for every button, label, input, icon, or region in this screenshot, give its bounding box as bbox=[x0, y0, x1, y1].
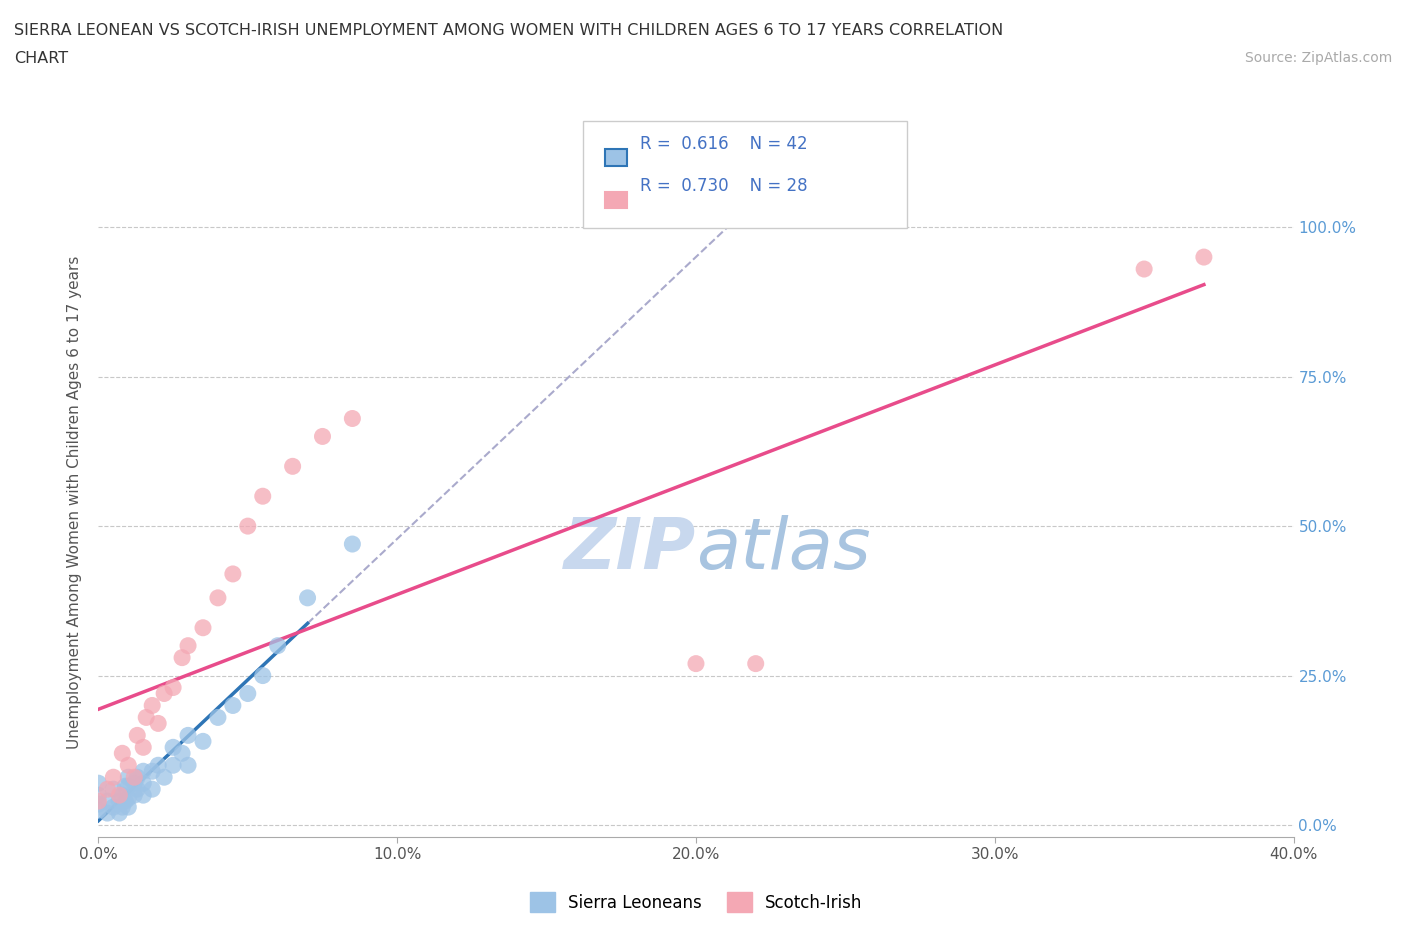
Y-axis label: Unemployment Among Women with Children Ages 6 to 17 years: Unemployment Among Women with Children A… bbox=[67, 256, 83, 749]
Point bbox=[1192, 249, 1215, 264]
Point bbox=[1133, 261, 1156, 276]
Point bbox=[117, 790, 139, 805]
Point bbox=[191, 734, 214, 749]
Point bbox=[207, 591, 229, 605]
Point bbox=[177, 758, 200, 773]
Point bbox=[124, 776, 146, 790]
Point bbox=[127, 728, 149, 743]
Text: ZIP: ZIP bbox=[564, 514, 696, 583]
Point bbox=[96, 805, 118, 820]
Point bbox=[111, 788, 134, 803]
Point bbox=[222, 698, 245, 713]
Point bbox=[172, 746, 194, 761]
Point bbox=[191, 620, 214, 635]
Point bbox=[127, 770, 149, 785]
Point bbox=[222, 566, 245, 581]
Point bbox=[177, 728, 200, 743]
Point bbox=[153, 686, 176, 701]
Text: Source: ZipAtlas.com: Source: ZipAtlas.com bbox=[1244, 51, 1392, 65]
Point bbox=[311, 429, 333, 444]
Legend: Sierra Leoneans, Scotch-Irish: Sierra Leoneans, Scotch-Irish bbox=[523, 885, 869, 919]
Point bbox=[132, 764, 155, 778]
Point bbox=[267, 638, 290, 653]
Point bbox=[117, 770, 139, 785]
Point bbox=[141, 782, 163, 797]
Point bbox=[236, 519, 259, 534]
Point bbox=[342, 537, 364, 551]
Point bbox=[87, 797, 110, 812]
Point bbox=[141, 698, 163, 713]
Point bbox=[87, 793, 110, 808]
Point bbox=[745, 657, 768, 671]
Point bbox=[108, 805, 131, 820]
Point bbox=[685, 657, 707, 671]
Point bbox=[297, 591, 319, 605]
Point bbox=[103, 782, 125, 797]
Point bbox=[96, 782, 118, 797]
Point bbox=[124, 788, 146, 803]
Point bbox=[177, 638, 200, 653]
Text: SIERRA LEONEAN VS SCOTCH-IRISH UNEMPLOYMENT AMONG WOMEN WITH CHILDREN AGES 6 TO : SIERRA LEONEAN VS SCOTCH-IRISH UNEMPLOYM… bbox=[14, 23, 1004, 38]
Point bbox=[148, 758, 170, 773]
Text: atlas: atlas bbox=[696, 514, 870, 583]
Point bbox=[342, 411, 364, 426]
Point bbox=[87, 788, 110, 803]
Point bbox=[87, 803, 110, 817]
Text: CHART: CHART bbox=[14, 51, 67, 66]
Point bbox=[148, 716, 170, 731]
Text: R =  0.616    N = 42: R = 0.616 N = 42 bbox=[640, 135, 807, 153]
Point bbox=[141, 764, 163, 778]
Point bbox=[132, 740, 155, 755]
Point bbox=[135, 710, 157, 724]
Point bbox=[108, 788, 131, 803]
Point bbox=[117, 758, 139, 773]
Point bbox=[162, 758, 184, 773]
Point bbox=[236, 686, 259, 701]
Point bbox=[103, 800, 125, 815]
Point bbox=[96, 793, 118, 808]
Point bbox=[117, 778, 139, 793]
Point bbox=[117, 800, 139, 815]
Point bbox=[281, 458, 304, 473]
Point bbox=[207, 710, 229, 724]
Point bbox=[87, 776, 110, 790]
Point bbox=[111, 800, 134, 815]
Point bbox=[252, 489, 274, 504]
Point bbox=[153, 770, 176, 785]
Point bbox=[162, 680, 184, 695]
Point bbox=[103, 770, 125, 785]
Point bbox=[124, 770, 146, 785]
Point bbox=[252, 668, 274, 683]
Point bbox=[162, 740, 184, 755]
Point bbox=[114, 778, 136, 793]
Point bbox=[108, 793, 131, 808]
Point bbox=[114, 793, 136, 808]
Point bbox=[132, 788, 155, 803]
Text: R =  0.730    N = 28: R = 0.730 N = 28 bbox=[640, 177, 807, 194]
Point bbox=[111, 746, 134, 761]
Point bbox=[127, 782, 149, 797]
Point bbox=[172, 650, 194, 665]
Point bbox=[132, 776, 155, 790]
